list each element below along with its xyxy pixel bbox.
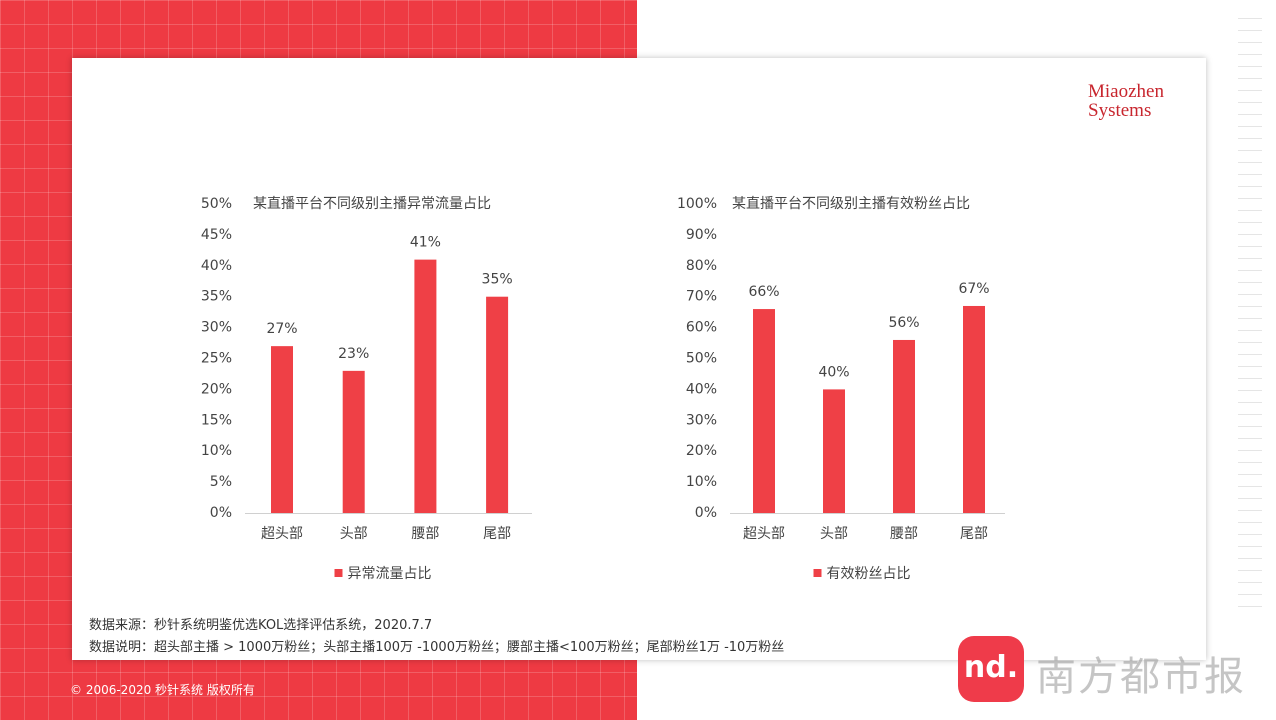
x-tick-label: 尾部 (960, 526, 988, 542)
chart-title: 某直播平台不同级别主播异常流量占比 (253, 195, 491, 212)
legend-swatch (334, 569, 343, 577)
copyright: © 2006-2020 秒针系统 版权所有 (70, 683, 255, 697)
ruler-decoration (1238, 18, 1262, 618)
data-label: 35% (482, 272, 513, 288)
data-label: 23% (338, 346, 369, 362)
data-label: 27% (266, 321, 297, 337)
y-tick-label: 50% (686, 351, 717, 367)
data-label: 41% (410, 235, 441, 251)
y-tick-label: 25% (201, 351, 232, 367)
y-tick-label: 50% (201, 196, 232, 212)
logo: Miaozhen Systems (1088, 81, 1164, 121)
data-label: 40% (818, 364, 849, 380)
data-label: 66% (748, 284, 779, 300)
y-tick-label: 15% (201, 412, 232, 428)
x-tick-label: 尾部 (483, 526, 511, 542)
y-tick-label: 30% (201, 320, 232, 336)
bar (414, 259, 437, 513)
y-tick-label: 30% (686, 412, 717, 428)
definition-note: 数据说明：超头部主播 > 1000万粉丝；头部主播100万 -1000万粉丝；腰… (89, 640, 785, 655)
y-tick-label: 10% (201, 443, 232, 459)
x-tick-label: 超头部 (743, 526, 785, 542)
y-tick-label: 70% (686, 289, 717, 305)
bar (753, 309, 775, 513)
legend-swatch (813, 569, 822, 577)
y-tick-label: 20% (686, 443, 717, 459)
bar (893, 339, 915, 513)
x-tick-label: 头部 (340, 526, 368, 542)
chart-title: 某直播平台不同级别主播有效粉丝占比 (732, 195, 970, 212)
y-tick-label: 40% (686, 381, 717, 397)
x-tick-label: 超头部 (261, 526, 303, 542)
y-tick-label: 60% (686, 320, 717, 336)
source-note: 数据来源：秒针系统明鉴优选KOL选择评估系统，2020.7.7 (89, 618, 433, 633)
card (72, 58, 1206, 660)
bar (823, 389, 845, 513)
bar (342, 370, 365, 513)
bar (963, 305, 985, 513)
y-tick-label: 100% (677, 196, 717, 212)
y-tick-label: 40% (201, 258, 232, 274)
y-tick-label: 10% (686, 474, 717, 490)
x-tick-label: 腰部 (411, 526, 439, 542)
y-tick-label: 0% (695, 505, 717, 521)
y-tick-label: 80% (686, 258, 717, 274)
y-tick-label: 0% (210, 505, 232, 521)
bar (271, 346, 293, 513)
data-label: 67% (958, 281, 989, 297)
x-tick-label: 腰部 (890, 526, 918, 542)
y-tick-label: 20% (201, 381, 232, 397)
data-label: 56% (888, 315, 919, 331)
x-tick-label: 头部 (820, 526, 848, 542)
legend-label: 异常流量占比 (348, 566, 432, 582)
watermark: 南方都市报 (1036, 654, 1246, 700)
y-tick-label: 90% (686, 227, 717, 243)
y-tick-label: 45% (201, 227, 232, 243)
y-tick-label: 5% (210, 474, 232, 490)
y-tick-label: 35% (201, 289, 232, 305)
bar (486, 296, 509, 513)
legend-label: 有效粉丝占比 (827, 566, 911, 582)
app-icon: nd. (958, 636, 1024, 702)
